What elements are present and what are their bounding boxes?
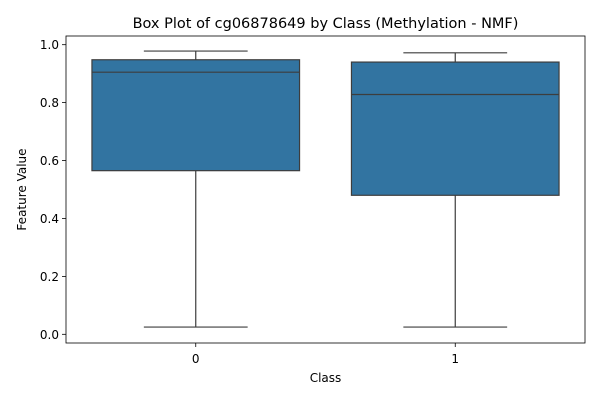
y-tick-label: 0.4 — [40, 212, 59, 226]
x-tick-label: 0 — [192, 352, 200, 366]
y-tick-label: 1.0 — [40, 38, 59, 52]
x-axis-label: Class — [310, 371, 342, 385]
y-tick-label: 0.6 — [40, 154, 59, 168]
x-tick-label: 1 — [451, 352, 459, 366]
y-tick-label: 0.8 — [40, 96, 59, 110]
box-series — [91, 50, 560, 328]
box-group-class-1 — [350, 52, 560, 328]
iqr-box — [91, 59, 301, 172]
iqr-box — [350, 61, 560, 196]
y-axis-label: Feature Value — [15, 148, 29, 230]
plot-area-frame — [65, 35, 586, 344]
y-tick-label: 0.2 — [40, 270, 59, 284]
box-group-class-0 — [91, 50, 301, 328]
y-axis: 0.0 0.2 0.4 0.6 0.8 1.0 — [40, 38, 66, 342]
y-tick-label: 0.0 — [40, 328, 59, 342]
chart-title: Box Plot of cg06878649 by Class (Methyla… — [133, 16, 519, 32]
